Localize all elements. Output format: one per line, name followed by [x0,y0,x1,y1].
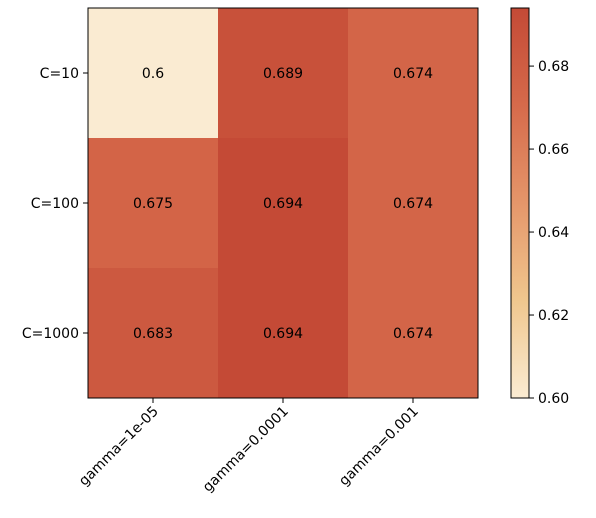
y-tick-label: C=10 [40,66,79,82]
cell-value-label: 0.689 [263,66,303,82]
cell-value-label: 0.674 [393,326,433,342]
heatmap-cells: 0.6 0.689 0.674 0.675 0.694 0.674 0.683 0.694 0.… [88,8,479,399]
colorbar-tick-label: 0.64 [538,225,569,241]
cell-value-label: 0.683 [133,326,173,342]
colorbar: 0.60 0.62 0.64 0.66 0.68 [510,7,569,407]
x-axis: gamma=1e-05 gamma=0.0001 gamma=0.001 [76,398,422,495]
heatmap-cell [218,8,349,139]
heatmap-cell [88,138,219,269]
heatmap-cell [88,268,219,399]
cell-value-label: 0.675 [133,196,173,212]
x-tick-label: gamma=0.001 [336,404,422,490]
heatmap-cell [348,268,479,399]
heatmap-cell [348,138,479,269]
heatmap-cell [88,8,219,139]
y-tick-label: C=100 [31,196,79,212]
heatmap-cell [218,268,349,399]
heatmap-cell [218,138,349,269]
x-tick-label: gamma=1e-05 [76,404,162,490]
y-tick-label: C=1000 [22,326,79,342]
colorbar-ticks: 0.60 0.62 0.64 0.66 0.68 [529,59,569,407]
x-tick-label: gamma=0.0001 [200,404,292,496]
colorbar-tick-label: 0.62 [538,308,569,324]
y-axis: C=10 C=100 C=1000 [22,66,88,342]
heatmap-cell [348,8,479,139]
cell-value-label: 0.674 [393,196,433,212]
cell-value-label: 0.694 [263,196,303,212]
cell-value-label: 0.674 [393,66,433,82]
colorbar-tick-label: 0.60 [538,391,569,407]
cell-value-label: 0.6 [142,66,164,82]
colorbar-tick-label: 0.68 [538,59,569,75]
cell-value-label: 0.694 [263,326,303,342]
colorbar-tick-label: 0.66 [538,142,569,158]
colorbar-gradient [510,7,530,399]
